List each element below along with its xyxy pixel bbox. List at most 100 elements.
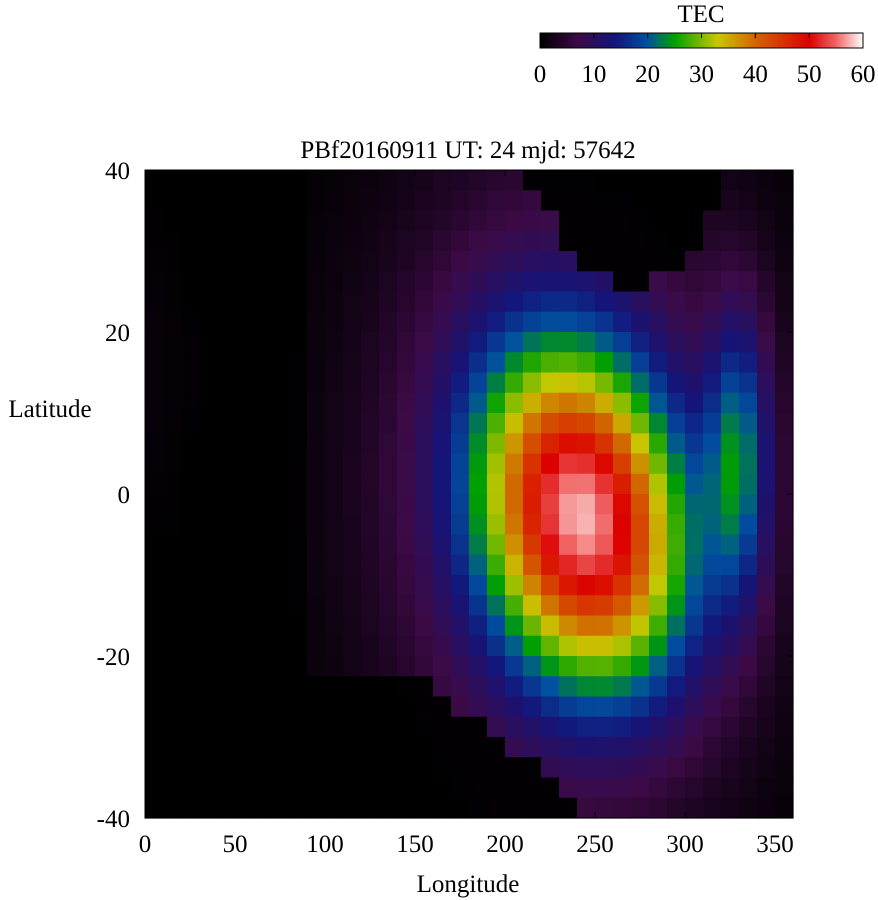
heatmap-cell xyxy=(487,797,506,819)
heatmap-cell xyxy=(703,676,722,698)
heatmap-cell xyxy=(613,615,632,637)
heatmap-cell xyxy=(379,352,398,374)
heatmap-cell xyxy=(397,635,416,657)
heatmap-cell xyxy=(523,433,542,455)
heatmap-cell xyxy=(667,332,686,353)
heatmap-cell xyxy=(523,635,542,657)
heatmap-cell xyxy=(577,757,596,779)
heatmap-cell xyxy=(649,332,668,353)
heatmap-cell xyxy=(613,575,632,596)
heatmap-cell xyxy=(649,210,668,232)
heatmap-cell xyxy=(631,332,650,353)
heatmap-cell xyxy=(667,676,686,698)
heatmap-cell xyxy=(217,311,236,333)
heatmap-cell xyxy=(685,554,704,576)
heatmap-cell xyxy=(289,494,308,515)
heatmap-cell xyxy=(649,575,668,596)
heatmap-cell xyxy=(541,372,560,394)
heatmap-cell xyxy=(307,190,326,212)
heatmap-cell xyxy=(145,494,164,515)
heatmap-cell xyxy=(451,372,470,394)
heatmap-cell xyxy=(739,676,758,698)
heatmap-cell xyxy=(433,554,452,576)
heatmap-cell xyxy=(397,615,416,637)
heatmap-cell xyxy=(235,635,254,657)
heatmap-cell xyxy=(505,332,524,353)
heatmap-cell xyxy=(667,797,686,819)
colorbar-tick-label: 10 xyxy=(581,61,606,88)
heatmap-cell xyxy=(271,696,290,718)
heatmap-cell xyxy=(685,716,704,738)
heatmap-cell xyxy=(577,635,596,657)
heatmap-cell xyxy=(145,392,164,414)
heatmap-cell xyxy=(649,615,668,637)
heatmap-cell xyxy=(181,757,200,779)
heatmap-cell xyxy=(181,716,200,738)
heatmap-cell xyxy=(577,737,596,758)
heatmap-cell xyxy=(541,676,560,698)
heatmap-cell xyxy=(685,190,704,212)
heatmap-cell xyxy=(271,656,290,677)
heatmap-cell xyxy=(217,595,236,617)
heatmap-cell xyxy=(343,595,362,617)
heatmap-cell xyxy=(451,554,470,576)
heatmap-cell xyxy=(343,716,362,738)
heatmap-cell xyxy=(361,737,380,758)
heatmap-cell xyxy=(289,291,308,313)
heatmap-cell xyxy=(703,595,722,617)
heatmap-cell xyxy=(667,716,686,738)
heatmap-cell xyxy=(757,230,776,252)
heatmap-cell xyxy=(541,514,560,536)
heatmap-cell xyxy=(703,615,722,637)
y-tick-label: -40 xyxy=(97,806,130,833)
heatmap-cell xyxy=(307,575,326,596)
heatmap-cell xyxy=(181,413,200,434)
heatmap-cell xyxy=(199,392,218,414)
heatmap-cell xyxy=(217,554,236,576)
heatmap-cell xyxy=(379,635,398,657)
heatmap-cell xyxy=(397,372,416,394)
heatmap-cell xyxy=(451,352,470,374)
heatmap-cell xyxy=(559,433,578,455)
heatmap-cell xyxy=(775,473,794,495)
heatmap-cell xyxy=(325,352,344,374)
heatmap-cell xyxy=(685,230,704,252)
heatmap-cell xyxy=(559,453,578,475)
heatmap-cell xyxy=(469,514,488,536)
heatmap-cell xyxy=(343,777,362,799)
heatmap-cell xyxy=(289,372,308,394)
heatmap-cell xyxy=(451,473,470,495)
heatmap-cell xyxy=(577,615,596,637)
heatmap-cell xyxy=(721,392,740,414)
heatmap-cell xyxy=(469,170,488,191)
heatmap-cell xyxy=(775,676,794,698)
heatmap-cell xyxy=(415,190,434,212)
heatmap-cell xyxy=(235,332,254,353)
heatmap-cell xyxy=(415,575,434,596)
heatmap-cell xyxy=(685,575,704,596)
heatmap-cell xyxy=(595,332,614,353)
heatmap-cell xyxy=(379,433,398,455)
heatmap-cell xyxy=(523,230,542,252)
heatmap-cell xyxy=(343,453,362,475)
heatmap-cell xyxy=(469,453,488,475)
heatmap-cell xyxy=(757,190,776,212)
heatmap-cell xyxy=(451,230,470,252)
heatmap-cell xyxy=(703,554,722,576)
heatmap-cell xyxy=(757,696,776,718)
heatmap-cell xyxy=(721,777,740,799)
heatmap-cell xyxy=(757,453,776,475)
heatmap-cell xyxy=(595,757,614,779)
heatmap-cell xyxy=(271,737,290,758)
heatmap-cell xyxy=(235,716,254,738)
heatmap-cell xyxy=(199,615,218,637)
heatmap-cell xyxy=(235,433,254,455)
heatmap-cell xyxy=(721,534,740,556)
heatmap-cell xyxy=(577,494,596,515)
heatmap-cell xyxy=(631,271,650,293)
heatmap-cell xyxy=(235,392,254,414)
heatmap-cell xyxy=(595,635,614,657)
heatmap-cell xyxy=(595,494,614,515)
heatmap-cell xyxy=(667,534,686,556)
heatmap-cell xyxy=(649,534,668,556)
